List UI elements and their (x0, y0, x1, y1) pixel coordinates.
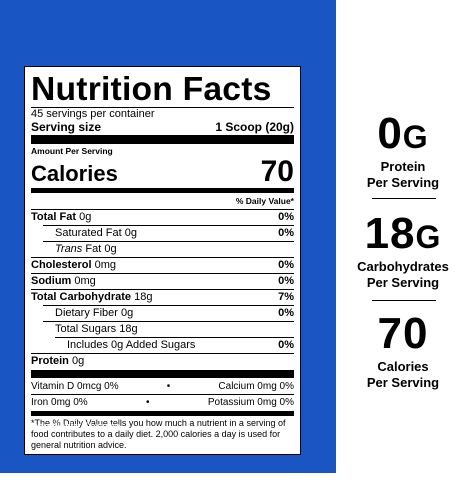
ingredients-label: Ingredients: (30, 421, 82, 431)
calories-value: 70 (260, 155, 294, 188)
nutrient-row: Includes 0g Added Sugars 0% (55, 337, 294, 353)
daily-value-header: % Daily Value* (235, 196, 294, 206)
serving-size-value: 1 Scoop (20g) (215, 120, 294, 134)
stat-protein: 0G Protein Per Serving (366, 109, 440, 191)
nutrient-row: Trans Fat 0g (43, 241, 294, 257)
stats-column: 0G Protein Per Serving 18G Carbohydrates… (336, 0, 470, 500)
stat-calories: 70 Calories Per Serving (366, 309, 440, 391)
nutrient-row: Total Fat 0g 0% (31, 209, 294, 223)
product-panel: Nutrition Facts 45 servings per containe… (0, 0, 336, 473)
nutrient-row: Saturated Fat 0g 0% (43, 225, 294, 241)
nutrient-row: Total Sugars 18g (43, 321, 294, 337)
amount-per-serving: Amount Per Serving (31, 146, 113, 156)
nutrient-row: Total Carbohydrate 18g 7% (31, 289, 294, 303)
serving-size-label: Serving size (31, 120, 102, 134)
servings-per-container: 45 servings per container (31, 108, 155, 120)
stat-carbohydrates: 18G Carbohydrates Per Serving (357, 209, 449, 291)
nutrient-row: Cholesterol 0mg 0% (31, 257, 294, 271)
divider (372, 300, 436, 301)
nutrient-row: Sodium 0mg 0% (31, 273, 294, 287)
footnote: *The % Daily Value tells you how much a … (31, 415, 294, 451)
label-title: Nutrition Facts (31, 70, 272, 107)
nutrition-facts-label: Nutrition Facts 45 servings per containe… (24, 66, 301, 455)
ingredients: Ingredients: Dextrose. (30, 421, 123, 431)
calories-label: Calories (31, 161, 118, 186)
vitamin-row: Vitamin D 0mcg 0% • Calcium 0mg 0% (31, 381, 294, 392)
nutrient-row: Protein 0g (31, 353, 294, 369)
vitamin-row: Iron 0mg 0% • Potassium 0mg 0% (31, 394, 294, 410)
nutrient-row: Dietary Fiber 0g 0% (43, 305, 294, 321)
ingredients-value: Dextrose. (84, 421, 123, 431)
divider (372, 198, 436, 199)
